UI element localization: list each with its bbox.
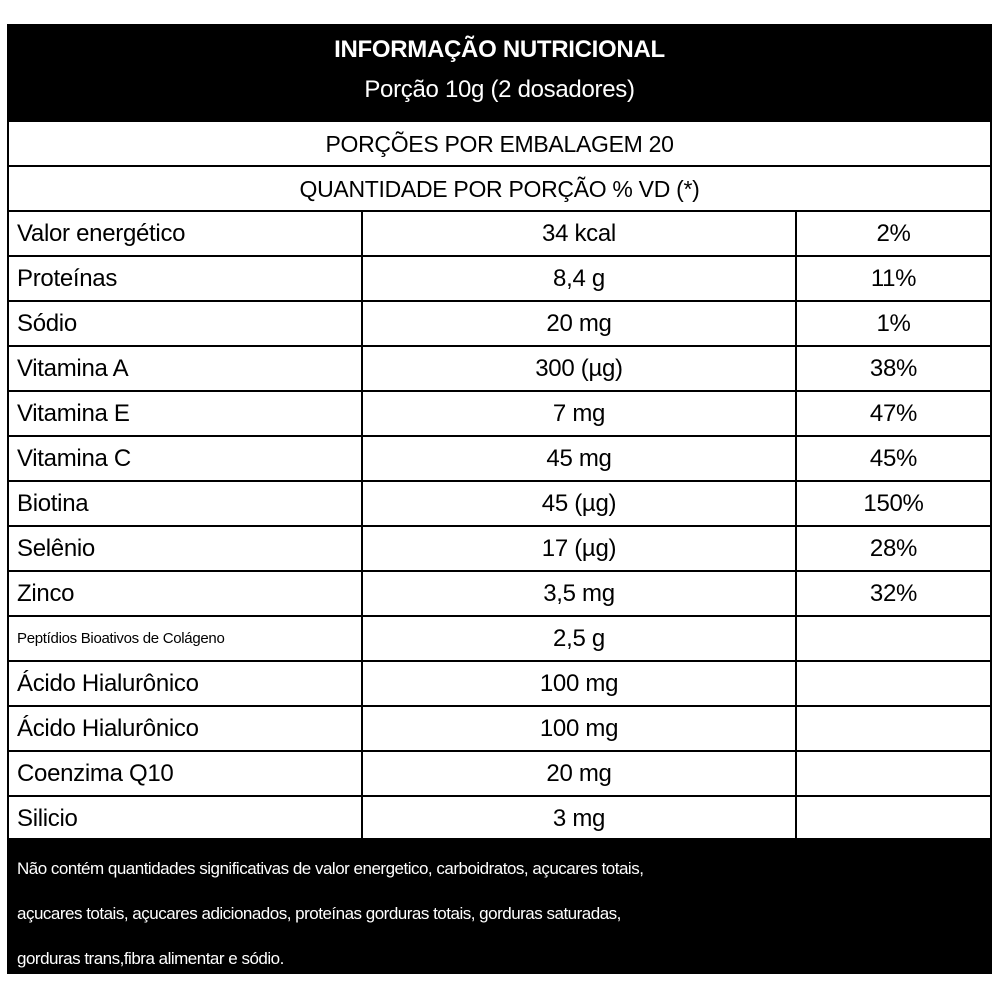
quantity-header: QUANTIDADE POR PORÇÃO % VD (*) xyxy=(9,165,990,210)
nutrient-name: Valor energético xyxy=(9,212,363,255)
table-title: INFORMAÇÃO NUTRICIONAL xyxy=(334,36,665,63)
table-row: Silicio 3 mg xyxy=(9,795,990,840)
nutrient-name: Ácido Hialurônico xyxy=(9,707,363,750)
nutrient-amount: 7 mg xyxy=(363,392,797,435)
nutrient-amount: 100 mg xyxy=(363,707,797,750)
nutrient-name: Vitamina C xyxy=(9,437,363,480)
nutrient-amount: 100 mg xyxy=(363,662,797,705)
table-row: Vitamina A 300 (µg) 38% xyxy=(9,345,990,390)
table-row: Proteínas 8,4 g 11% xyxy=(9,255,990,300)
nutrient-name: Selênio xyxy=(9,527,363,570)
daily-value: 32% xyxy=(869,580,918,607)
nutrient-amount: 3,5 mg xyxy=(363,572,797,615)
portion-size: Porção 10g (2 dosadores) xyxy=(364,76,635,103)
footer-note: Não contém quantidades significativas de… xyxy=(9,838,990,972)
daily-value: 38% xyxy=(869,355,918,382)
table-row: Vitamina C 45 mg 45% xyxy=(9,435,990,480)
daily-value xyxy=(797,707,990,750)
footer-line: açucares totais, açucares adicionados, p… xyxy=(17,904,621,923)
nutrient-amount: 17 (µg) xyxy=(363,527,797,570)
table-row: Coenzima Q10 20 mg xyxy=(9,750,990,795)
nutrient-amount: 45 (µg) xyxy=(363,482,797,525)
nutrient-name: Coenzima Q10 xyxy=(9,752,363,795)
nutrient-amount: 20 mg xyxy=(363,752,797,795)
footer-line: Não contém quantidades significativas de… xyxy=(17,859,644,878)
nutrient-amount: 34 kcal xyxy=(363,212,797,255)
table-row: Valor energético 34 kcal 2% xyxy=(9,210,990,255)
table-row: Peptídios Bioativos de Colágeno 2,5 g xyxy=(9,615,990,660)
table-header: INFORMAÇÃO NUTRICIONAL Porção 10g (2 dos… xyxy=(9,26,990,120)
nutrient-name: Biotina xyxy=(9,482,363,525)
table-row: Zinco 3,5 mg 32% xyxy=(9,570,990,615)
table-row: Selênio 17 (µg) 28% xyxy=(9,525,990,570)
nutrient-amount: 3 mg xyxy=(363,797,797,840)
nutrient-name: Ácido Hialurônico xyxy=(9,662,363,705)
nutrient-name: Vitamina A xyxy=(9,347,363,390)
nutrient-name: Silicio xyxy=(9,797,363,840)
nutrient-name: Vitamina E xyxy=(9,392,363,435)
nutrient-amount: 8,4 g xyxy=(363,257,797,300)
footer-line: gorduras trans,fibra alimentar e sódio. xyxy=(17,949,284,968)
nutrient-name: Peptídios Bioativos de Colágeno xyxy=(9,617,363,660)
nutrient-name: Proteínas xyxy=(9,257,363,300)
servings-per-package: PORÇÕES POR EMBALAGEM 20 xyxy=(9,120,990,165)
table-row: Biotina 45 (µg) 150% xyxy=(9,480,990,525)
daily-value: 45% xyxy=(869,445,918,472)
table-row: Ácido Hialurônico 100 mg xyxy=(9,705,990,750)
daily-value xyxy=(797,617,990,660)
daily-value xyxy=(797,752,990,795)
daily-value xyxy=(797,662,990,705)
nutrient-amount: 300 (µg) xyxy=(363,347,797,390)
daily-value: 150% xyxy=(863,490,924,517)
nutrient-name: Zinco xyxy=(9,572,363,615)
daily-value: 28% xyxy=(869,535,918,562)
daily-value: 47% xyxy=(869,400,918,427)
nutrition-table: INFORMAÇÃO NUTRICIONAL Porção 10g (2 dos… xyxy=(7,24,992,974)
table-row: Ácido Hialurônico 100 mg xyxy=(9,660,990,705)
daily-value xyxy=(797,797,990,840)
daily-value: 1% xyxy=(876,310,911,337)
daily-value: 11% xyxy=(870,265,917,292)
nutrient-amount: 20 mg xyxy=(363,302,797,345)
daily-value: 2% xyxy=(876,220,911,247)
nutrient-amount: 2,5 g xyxy=(363,617,797,660)
table-row: Sódio 20 mg 1% xyxy=(9,300,990,345)
nutrient-name: Sódio xyxy=(9,302,363,345)
nutrient-amount: 45 mg xyxy=(363,437,797,480)
